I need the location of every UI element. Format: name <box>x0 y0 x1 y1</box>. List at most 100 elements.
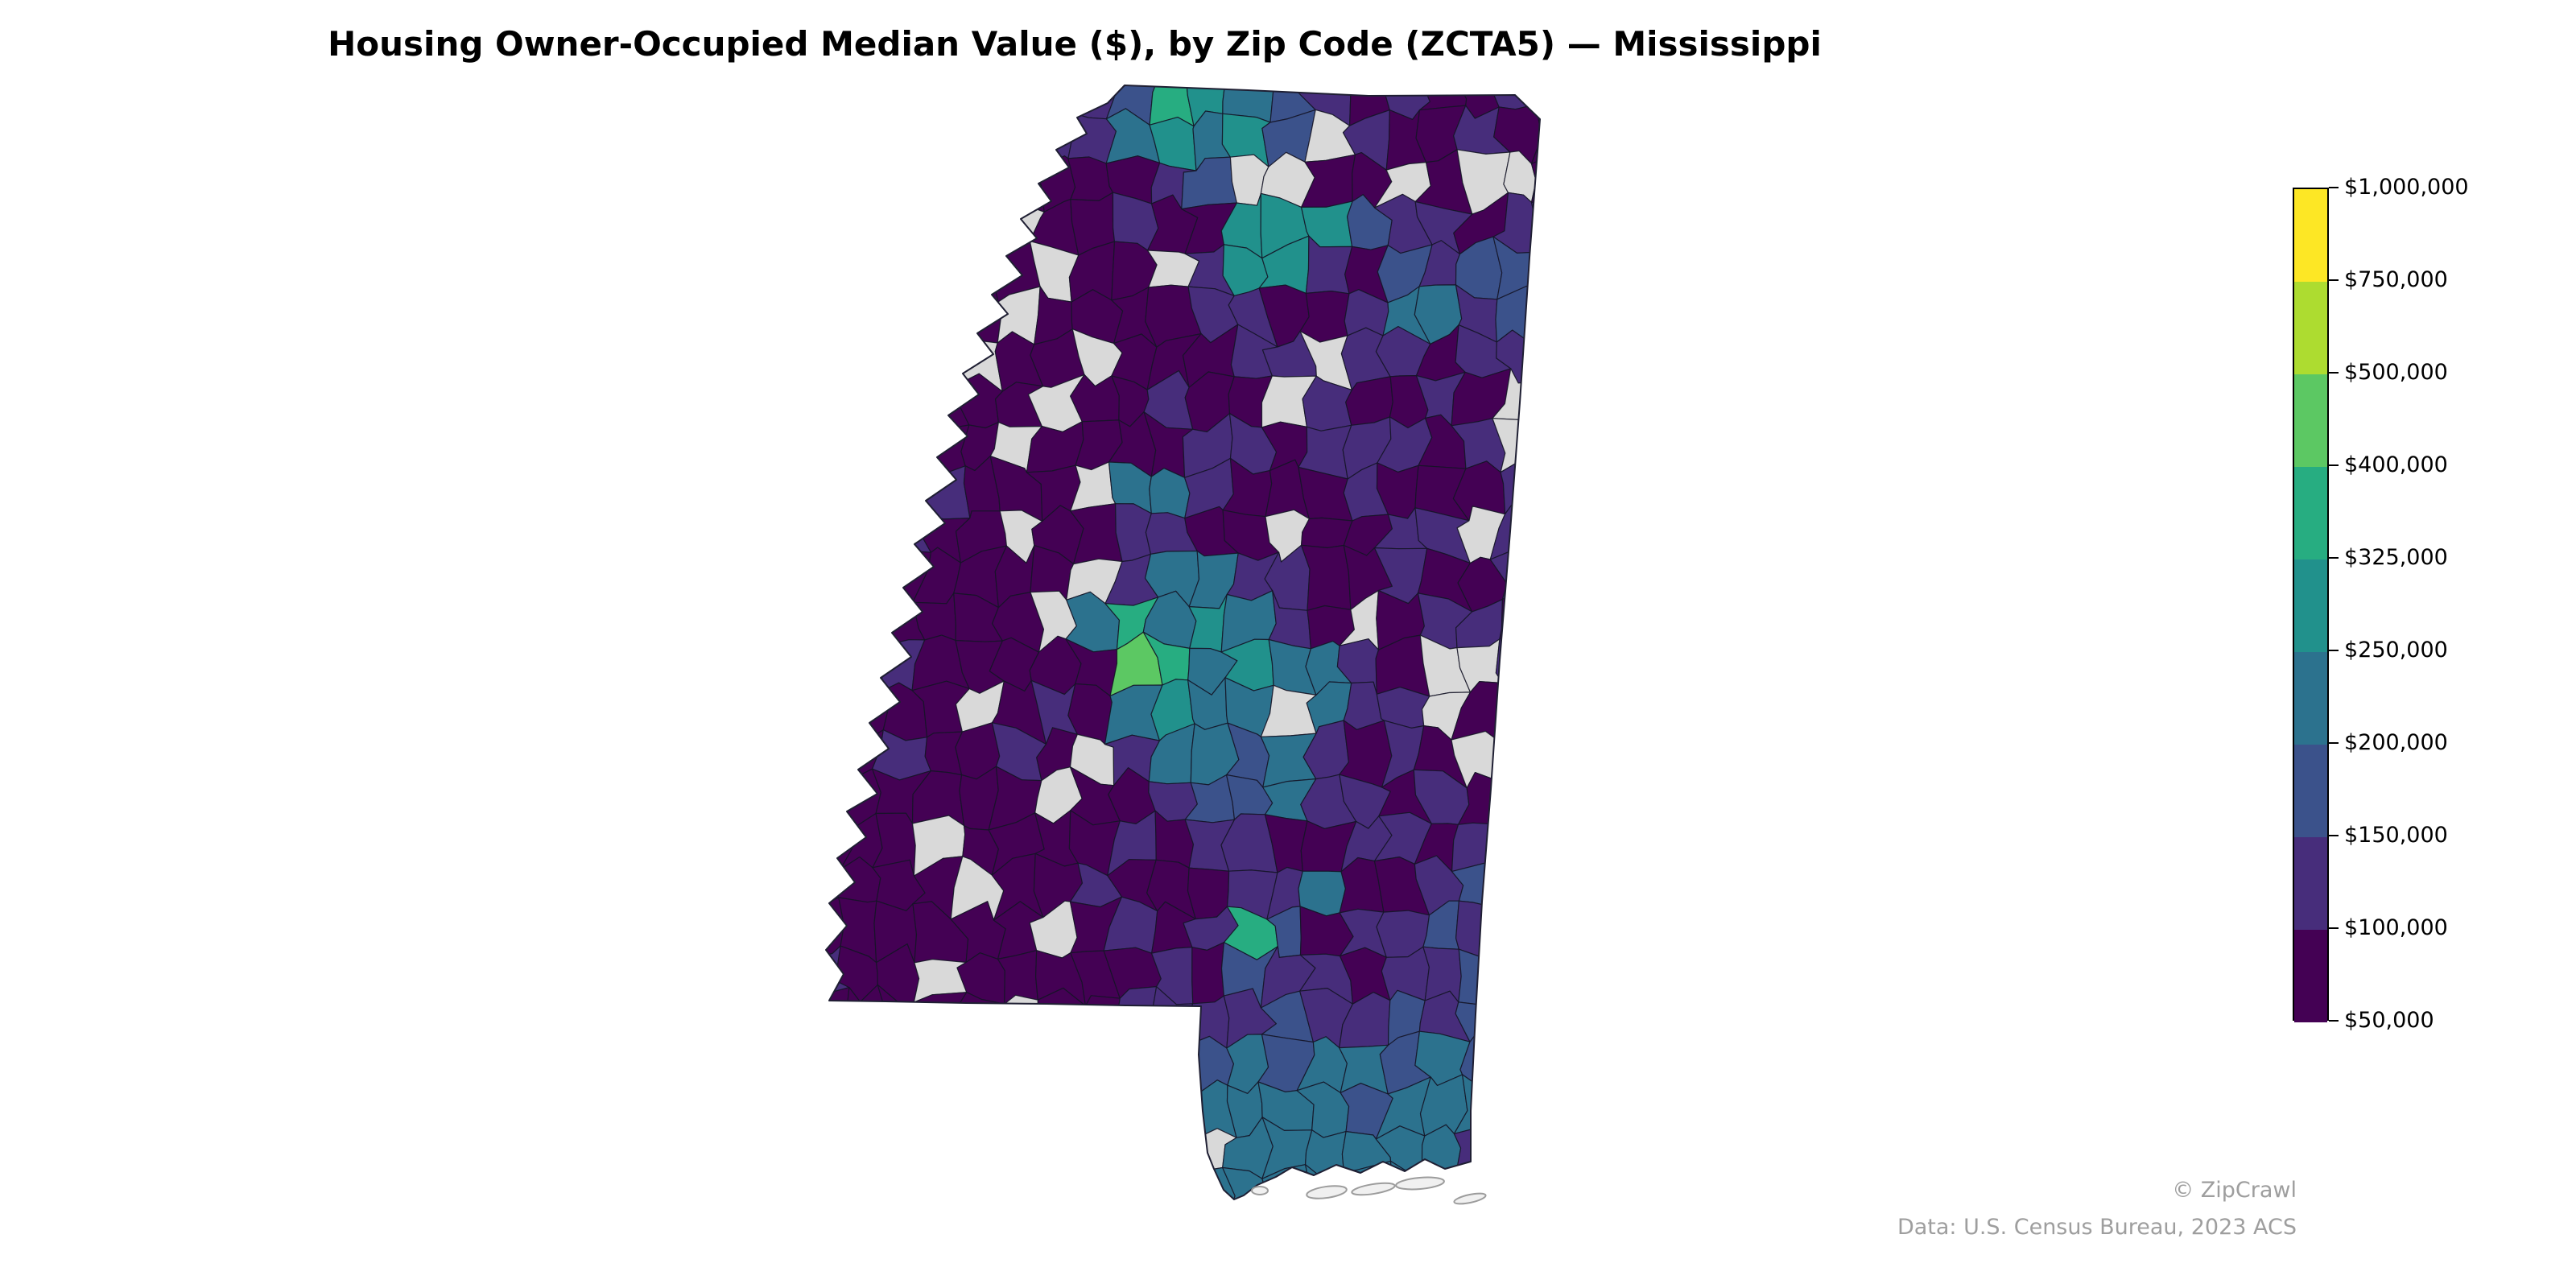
colorbar-segment <box>2294 930 2327 1022</box>
zcta-cell <box>1493 987 1540 1043</box>
zcta-cell <box>836 1126 893 1186</box>
zcta-cell <box>1530 461 1540 521</box>
zcta-cell <box>836 547 883 607</box>
zcta-cell <box>963 191 1009 249</box>
colorbar-segment <box>2294 467 2327 559</box>
zcta-cell <box>911 247 967 303</box>
zcta-cell <box>1532 676 1540 744</box>
zcta-cell <box>826 163 852 209</box>
zcta-cell <box>826 861 841 920</box>
zcta-cell <box>948 1032 1009 1092</box>
colorbar <box>2293 188 2329 1022</box>
zcta-cell <box>1071 85 1117 120</box>
zcta-cell <box>1389 1160 1433 1199</box>
zcta-cell <box>1031 1032 1080 1091</box>
zcta-cell <box>1495 731 1540 786</box>
zcta-cell <box>874 1086 925 1141</box>
zcta-cell <box>1068 1171 1114 1199</box>
zcta-cell <box>1026 1121 1074 1179</box>
zcta-cell <box>991 115 1043 171</box>
colorbar-tick <box>2329 464 2339 466</box>
zcta-cell <box>876 323 931 386</box>
zcta-cell <box>835 1169 889 1199</box>
zcta-cell <box>826 456 848 524</box>
zcta-cell <box>1529 374 1540 431</box>
zcta-cell <box>826 680 841 739</box>
zcta-cell <box>1493 899 1540 955</box>
zcta-cell <box>834 368 891 431</box>
zcta-cell <box>836 588 890 649</box>
zcta-cell <box>1418 85 1468 111</box>
zcta-cell <box>877 193 924 254</box>
zcta-cell <box>1112 1041 1162 1090</box>
zcta-cell <box>911 155 965 211</box>
zcta-cell <box>1031 1079 1080 1128</box>
zcta-cell <box>826 414 848 470</box>
zcta-cell <box>956 106 999 169</box>
zcta-cell <box>920 106 970 169</box>
zcta-cell <box>1534 1029 1540 1093</box>
zcta-cell <box>1067 1037 1119 1090</box>
zcta-cell <box>838 193 883 257</box>
zcta-cell <box>1458 948 1509 1005</box>
zcta-cell <box>1530 235 1540 303</box>
zcta-cell <box>923 1166 969 1199</box>
zcta-polygons <box>826 85 1540 1199</box>
zcta-cell <box>1149 85 1195 127</box>
zcta-cell <box>955 150 1005 200</box>
colorbar-tick <box>2329 372 2339 374</box>
zcta-cell <box>876 368 931 427</box>
zcta-cell <box>834 424 880 477</box>
barrier-island <box>1395 1176 1445 1191</box>
zcta-cell <box>1534 512 1540 568</box>
zcta-cell <box>875 1166 931 1199</box>
zcta-cell <box>1146 1038 1197 1096</box>
zcta-cell <box>989 1126 1046 1182</box>
zcta-cell <box>1530 286 1540 348</box>
zcta-cell <box>1530 1171 1540 1199</box>
colorbar-tick-label: $100,000 <box>2344 915 2448 940</box>
zcta-cell <box>1146 1161 1197 1199</box>
zcta-cell <box>1491 85 1540 110</box>
zcta-cell <box>1300 544 1352 611</box>
zcta-cell <box>1503 1117 1540 1182</box>
zcta-cell <box>1528 815 1540 876</box>
zcta-cell <box>826 103 846 167</box>
zcta-cell <box>839 332 891 389</box>
zcta-cell <box>826 242 852 299</box>
zcta-cell <box>1492 1165 1540 1199</box>
zcta-cell <box>826 1117 848 1186</box>
zcta-cell <box>953 296 1001 344</box>
zcta-cell <box>826 337 849 380</box>
zcta-cell <box>844 148 882 208</box>
barrier-island <box>1251 1186 1269 1195</box>
zcta-cell <box>1109 1171 1158 1199</box>
colorbar-tick <box>2329 927 2339 929</box>
zcta-cell <box>835 456 890 518</box>
zcta-cell <box>990 1162 1037 1199</box>
zcta-cell <box>826 557 844 598</box>
zcta-cell <box>911 1031 962 1090</box>
colorbar-tick <box>2329 187 2339 188</box>
zcta-cell <box>826 1167 840 1199</box>
attribution-source: Data: U.S. Census Bureau, 2023 ACS <box>1897 1215 2297 1240</box>
zcta-cell <box>873 415 928 472</box>
barrier-island <box>1306 1185 1348 1199</box>
zcta-cell <box>1499 682 1540 744</box>
zcta-cell <box>826 371 840 431</box>
zcta-cell <box>1533 1120 1540 1182</box>
zcta-cell <box>835 85 887 125</box>
chart-title: Housing Owner-Occupied Median Value ($),… <box>328 24 1822 64</box>
zcta-cell <box>826 1034 848 1091</box>
zcta-cell <box>1153 1075 1197 1140</box>
zcta-cell <box>873 148 922 211</box>
zcta-cell <box>1500 461 1540 515</box>
zcta-cell <box>1191 942 1225 1005</box>
zcta-cell <box>873 1028 927 1092</box>
zcta-cell <box>874 247 924 299</box>
zcta-cell <box>1146 1119 1199 1180</box>
zcta-cell <box>1499 817 1540 876</box>
zcta-cell <box>838 252 890 299</box>
